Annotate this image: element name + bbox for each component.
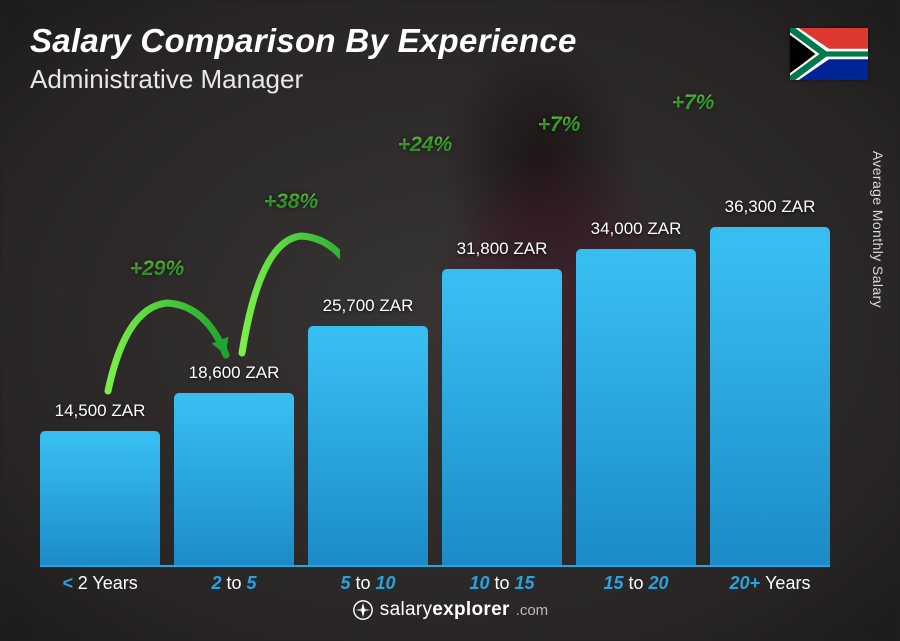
footer-brand: salaryexplorer bbox=[380, 599, 510, 621]
x-axis-label: 20+ Years bbox=[710, 573, 830, 599]
content-root: Salary Comparison By Experience Administ… bbox=[0, 0, 900, 641]
percent-change-badge: +7% bbox=[672, 91, 715, 115]
bar-value-label: 18,600 ZAR bbox=[189, 363, 280, 383]
bar bbox=[442, 269, 562, 567]
x-axis-label: < 2 Years bbox=[40, 573, 160, 599]
percent-change-badge: +38% bbox=[264, 190, 318, 214]
footer-dotcom: .com bbox=[516, 602, 549, 619]
south-africa-flag-icon bbox=[790, 28, 868, 80]
bar-value-label: 14,500 ZAR bbox=[55, 401, 146, 421]
bar-value-label: 31,800 ZAR bbox=[457, 239, 548, 259]
y-axis-label: Average Monthly Salary bbox=[870, 151, 886, 308]
bar-column: 18,600 ZAR bbox=[174, 363, 294, 567]
bar-column: 36,300 ZAR bbox=[710, 197, 830, 567]
footer-brand-left: salary bbox=[380, 599, 432, 620]
percent-change-badge: +24% bbox=[398, 133, 452, 157]
x-axis-label: 5 to 10 bbox=[308, 573, 428, 599]
x-axis-label: 10 to 15 bbox=[442, 573, 562, 599]
bar-column: 14,500 ZAR bbox=[40, 401, 160, 567]
header: Salary Comparison By Experience Administ… bbox=[30, 22, 870, 95]
bar-column: 31,800 ZAR bbox=[442, 239, 562, 567]
percent-change-badge: +7% bbox=[538, 113, 581, 137]
bar-column: 25,700 ZAR bbox=[308, 296, 428, 567]
bar bbox=[308, 326, 428, 567]
bar bbox=[40, 431, 160, 567]
page-title: Salary Comparison By Experience bbox=[30, 22, 870, 60]
bar bbox=[174, 393, 294, 567]
bar-value-label: 36,300 ZAR bbox=[725, 197, 816, 217]
chart-area: 14,500 ZAR 18,600 ZAR 25,700 ZAR 31,800 ZAR… bbox=[30, 101, 870, 599]
x-axis-labels: < 2 Years 2 to 5 5 to 10 10 to 15 15 to 20 20… bbox=[40, 573, 830, 599]
percent-change-badge: +29% bbox=[130, 257, 184, 281]
page-subtitle: Administrative Manager bbox=[30, 64, 870, 95]
compass-icon bbox=[352, 599, 374, 621]
bar-value-label: 34,000 ZAR bbox=[591, 219, 682, 239]
bars-row: 14,500 ZAR 18,600 ZAR 25,700 ZAR 31,800 ZAR… bbox=[40, 137, 830, 567]
x-axis-label: 15 to 20 bbox=[576, 573, 696, 599]
footer-brand-right: explorer bbox=[432, 599, 509, 620]
bar-column: 34,000 ZAR bbox=[576, 219, 696, 567]
footer: salaryexplorer .com bbox=[30, 599, 870, 623]
bar-value-label: 25,700 ZAR bbox=[323, 296, 414, 316]
bar bbox=[576, 249, 696, 567]
x-axis-label: 2 to 5 bbox=[174, 573, 294, 599]
bar bbox=[710, 227, 830, 567]
chart-baseline bbox=[40, 565, 830, 567]
